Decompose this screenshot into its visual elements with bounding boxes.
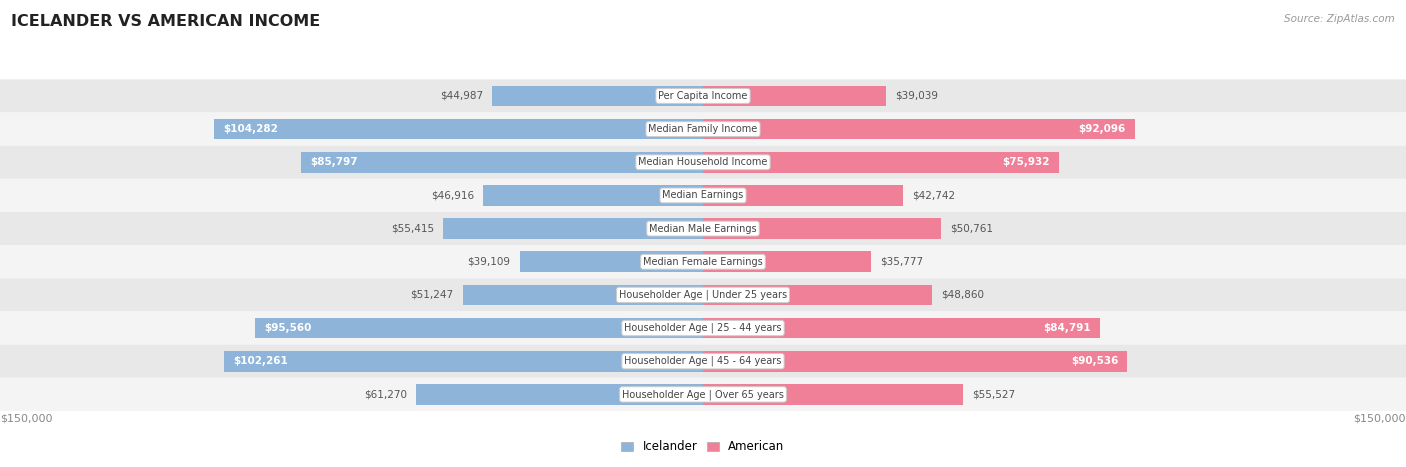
Bar xyxy=(703,85,886,106)
Text: $39,109: $39,109 xyxy=(468,257,510,267)
Bar xyxy=(703,318,1101,339)
Text: $90,536: $90,536 xyxy=(1071,356,1118,366)
FancyBboxPatch shape xyxy=(0,311,1406,345)
Legend: Icelander, American: Icelander, American xyxy=(617,436,789,458)
Text: Per Capita Income: Per Capita Income xyxy=(658,91,748,101)
Text: $39,039: $39,039 xyxy=(896,91,938,101)
Text: $84,791: $84,791 xyxy=(1043,323,1091,333)
Bar xyxy=(463,284,703,305)
Text: $44,987: $44,987 xyxy=(440,91,484,101)
Bar xyxy=(443,218,703,239)
Bar xyxy=(254,318,703,339)
Text: Householder Age | Over 65 years: Householder Age | Over 65 years xyxy=(621,389,785,400)
Text: Householder Age | 25 - 44 years: Householder Age | 25 - 44 years xyxy=(624,323,782,333)
Text: $150,000: $150,000 xyxy=(1354,414,1406,424)
Text: Median Family Income: Median Family Income xyxy=(648,124,758,134)
Text: $92,096: $92,096 xyxy=(1078,124,1125,134)
FancyBboxPatch shape xyxy=(0,212,1406,245)
Text: Householder Age | Under 25 years: Householder Age | Under 25 years xyxy=(619,290,787,300)
FancyBboxPatch shape xyxy=(0,345,1406,378)
FancyBboxPatch shape xyxy=(0,245,1406,278)
Bar xyxy=(703,351,1128,372)
Bar xyxy=(214,119,703,140)
Bar xyxy=(492,85,703,106)
Bar xyxy=(703,185,903,206)
FancyBboxPatch shape xyxy=(0,113,1406,146)
Bar xyxy=(224,351,703,372)
Bar xyxy=(703,119,1135,140)
Bar xyxy=(703,152,1059,173)
Bar xyxy=(703,384,963,405)
Bar xyxy=(520,251,703,272)
Text: $55,415: $55,415 xyxy=(391,224,434,234)
Text: $50,761: $50,761 xyxy=(950,224,993,234)
Text: Householder Age | 45 - 64 years: Householder Age | 45 - 64 years xyxy=(624,356,782,367)
Text: ICELANDER VS AMERICAN INCOME: ICELANDER VS AMERICAN INCOME xyxy=(11,14,321,29)
Text: Median Household Income: Median Household Income xyxy=(638,157,768,167)
Text: $42,742: $42,742 xyxy=(912,191,956,200)
Text: $55,527: $55,527 xyxy=(973,389,1015,399)
Bar xyxy=(703,251,870,272)
Text: $150,000: $150,000 xyxy=(0,414,52,424)
Bar xyxy=(703,218,941,239)
Text: $61,270: $61,270 xyxy=(364,389,406,399)
Text: $75,932: $75,932 xyxy=(1002,157,1050,167)
Text: $46,916: $46,916 xyxy=(430,191,474,200)
FancyBboxPatch shape xyxy=(0,79,1406,113)
Text: Median Male Earnings: Median Male Earnings xyxy=(650,224,756,234)
FancyBboxPatch shape xyxy=(0,278,1406,311)
Text: Median Female Earnings: Median Female Earnings xyxy=(643,257,763,267)
Text: $95,560: $95,560 xyxy=(264,323,312,333)
Bar xyxy=(703,284,932,305)
Text: $85,797: $85,797 xyxy=(311,157,357,167)
Text: $104,282: $104,282 xyxy=(224,124,278,134)
Bar xyxy=(301,152,703,173)
Text: Median Earnings: Median Earnings xyxy=(662,191,744,200)
FancyBboxPatch shape xyxy=(0,179,1406,212)
FancyBboxPatch shape xyxy=(0,146,1406,179)
Text: Source: ZipAtlas.com: Source: ZipAtlas.com xyxy=(1284,14,1395,24)
Bar xyxy=(484,185,703,206)
Text: $35,777: $35,777 xyxy=(880,257,922,267)
Text: $102,261: $102,261 xyxy=(233,356,288,366)
Bar xyxy=(416,384,703,405)
Text: $51,247: $51,247 xyxy=(411,290,454,300)
Text: $48,860: $48,860 xyxy=(941,290,984,300)
FancyBboxPatch shape xyxy=(0,378,1406,411)
